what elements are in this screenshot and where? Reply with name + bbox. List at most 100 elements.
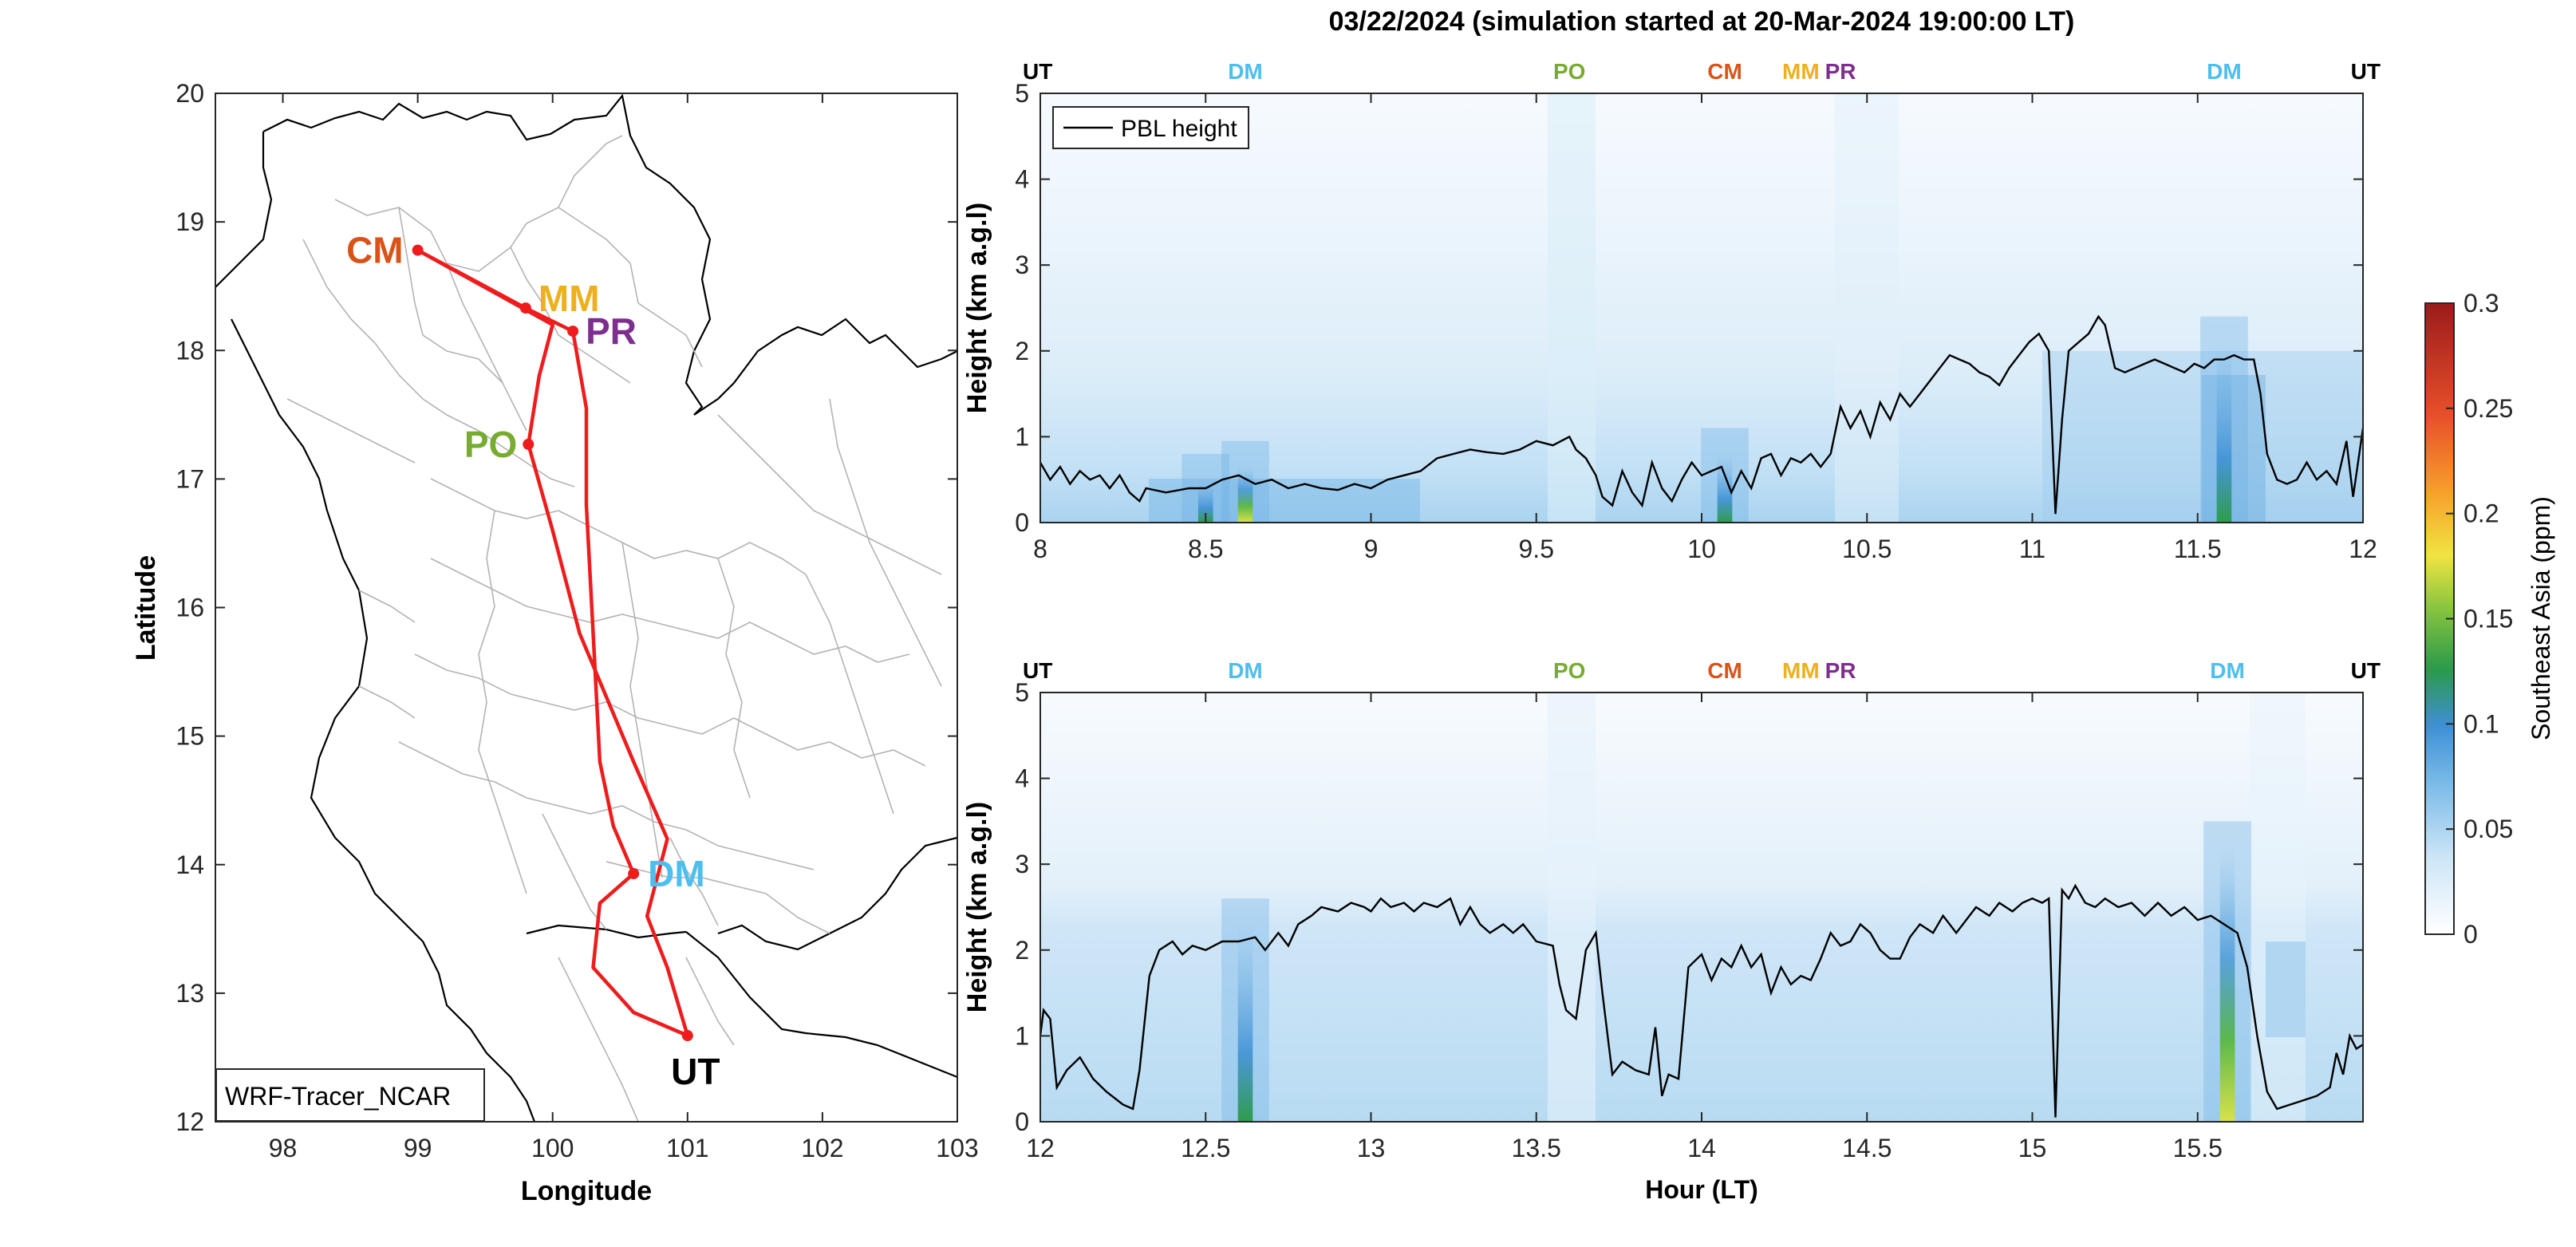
province-boundaries — [286, 135, 942, 1122]
top-xtick-label: 10.5 — [1842, 535, 1892, 563]
bottom-xlabel: Hour (LT) — [1645, 1175, 1758, 1204]
top-pbl-line — [1040, 314, 2363, 515]
map-axes-box — [215, 93, 958, 1123]
map-xtick-label: 98 — [269, 1134, 298, 1162]
bottom-ylabel: Height (km a.g.l) — [962, 802, 992, 1012]
bot-ytick-label: 2 — [1015, 936, 1029, 965]
station-dots — [412, 244, 693, 1042]
map-ytick-label: 20 — [176, 79, 204, 108]
top-ytick-label: 0 — [1015, 508, 1029, 537]
station-dot-dm — [628, 868, 640, 880]
top-xtick-label: 12 — [2349, 535, 2377, 563]
station-label-po: PO — [464, 424, 517, 465]
top-station-dm: DM — [1228, 59, 1263, 84]
map-ytick-label: 12 — [176, 1107, 204, 1136]
bottom-hotspots — [1221, 821, 2251, 1122]
bot-station-ut: UT — [1023, 658, 1052, 683]
top-legend-text: PBL height — [1121, 116, 1237, 142]
bot-xtick-label: 14 — [1687, 1134, 1716, 1162]
top-ytick-label: 3 — [1015, 251, 1029, 279]
top-ytick-label: 5 — [1015, 79, 1029, 108]
colorbar-tick-label: 0.15 — [2464, 605, 2513, 633]
colorbar-tick-label: 0 — [2464, 920, 2478, 949]
bot-xtick-label: 12 — [1026, 1134, 1055, 1162]
map-ytick-label: 18 — [176, 336, 204, 365]
colorbar-tick-label: 0.3 — [2464, 289, 2499, 318]
bot-station-cm: CM — [1707, 658, 1742, 683]
map-ytick-label: 16 — [176, 594, 204, 622]
top-legend: PBL height — [1052, 106, 1249, 149]
map-ytick-label: 19 — [176, 207, 204, 236]
top-ytick-label: 2 — [1015, 337, 1029, 365]
bot-station-ut: UT — [2351, 658, 2381, 683]
top-xtick-label: 11.5 — [2174, 535, 2222, 563]
bottom-station-markers: UT DM PO CM MM PR DM UT — [1023, 658, 2381, 683]
top-field — [1040, 93, 2363, 523]
colorbar-tick-label: 0.1 — [2464, 709, 2499, 738]
bot-station-pr: PR — [1825, 658, 1856, 683]
station-label-cm: CM — [346, 230, 404, 271]
map-ytick-label: 15 — [176, 722, 204, 751]
map-xtick-label: 101 — [666, 1134, 708, 1162]
station-dot-pr — [567, 326, 579, 337]
bottom-pbl-line — [1040, 883, 2363, 1118]
top-xtick-label: 10 — [1687, 535, 1716, 563]
bot-xtick-label: 13 — [1357, 1134, 1386, 1162]
country-outline — [215, 93, 957, 1122]
bottom-field — [1040, 693, 2363, 1122]
top-station-markers: UT DM PO CM MM PR DM UT — [1023, 59, 2381, 84]
top-ytick-label: 1 — [1015, 422, 1029, 451]
map-xtick-label: 99 — [404, 1134, 432, 1162]
top-station-dm: DM — [2207, 59, 2242, 84]
top-hotspot — [2216, 342, 2232, 523]
map-xtick-label: 102 — [801, 1134, 843, 1162]
top-station-po: PO — [1553, 59, 1585, 84]
station-label-ut: UT — [671, 1051, 720, 1092]
map-ytick-label: 14 — [176, 850, 204, 879]
figure-title: 03/22/2024 (simulation started at 20-Mar… — [1329, 6, 2075, 37]
bot-hotspot — [2219, 846, 2235, 1122]
sampling-route — [416, 248, 690, 1038]
top-xtick-label: 8 — [1033, 535, 1047, 563]
bot-station-mm: MM — [1782, 658, 1820, 683]
bot-xtick-label: 14.5 — [1842, 1134, 1892, 1162]
bot-station-dm: DM — [2210, 658, 2245, 683]
top-hotspot — [1717, 453, 1733, 523]
top-station-mm: MM — [1782, 59, 1820, 84]
station-label-pr: PR — [586, 310, 637, 352]
colorbar-tick-label: 0.2 — [2464, 499, 2499, 528]
map-legend-text: WRF-Tracer_NCAR — [225, 1082, 451, 1111]
map-xlabel: Longitude — [521, 1176, 652, 1206]
top-station-ut: UT — [2351, 59, 2381, 84]
top-xtick-label: 8.5 — [1188, 535, 1223, 563]
bot-ytick-label: 4 — [1015, 764, 1029, 793]
map-ytick-label: 17 — [176, 464, 204, 493]
bot-ytick-label: 3 — [1015, 850, 1029, 878]
colorbar-tick-label: 0.05 — [2464, 815, 2513, 843]
colorbar-ticks: 0 0.05 0.1 0.15 0.2 0.25 0.3 — [2446, 289, 2513, 949]
bot-xtick-label: 12.5 — [1181, 1134, 1230, 1162]
colorbar-tick-label: 0.25 — [2464, 394, 2513, 423]
map-ticks: 98 99 100 101 102 103 12 13 14 15 16 17 18 19 20 — [176, 79, 978, 1162]
top-xtick-label: 11 — [2019, 535, 2045, 563]
bot-xtick-label: 13.5 — [1512, 1134, 1561, 1162]
station-dot-po — [523, 438, 535, 450]
map-legend: WRF-Tracer_NCAR — [215, 1068, 485, 1122]
bot-hotspot — [1237, 924, 1253, 1122]
station-label-dm: DM — [648, 853, 705, 894]
station-dot-ut — [681, 1030, 693, 1042]
bot-station-po: PO — [1553, 658, 1585, 683]
top-xtick-label: 9 — [1364, 535, 1379, 563]
station-label-mm: MM — [538, 278, 600, 319]
top-station-ut: UT — [1023, 59, 1052, 84]
map-xtick-label: 100 — [531, 1134, 574, 1162]
top-hotspot — [1197, 479, 1213, 523]
bot-ytick-label: 1 — [1015, 1021, 1029, 1050]
